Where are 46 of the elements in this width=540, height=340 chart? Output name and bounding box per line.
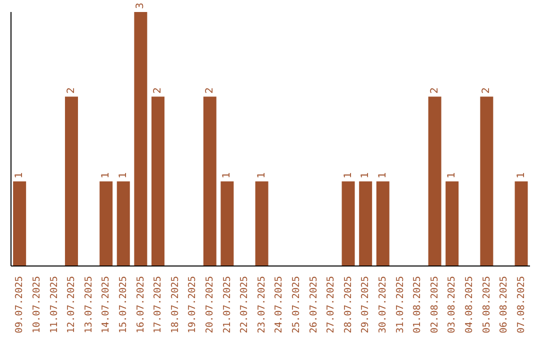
x-tick-label: 09.07.2025 [14,276,26,334]
data-label: 1 [516,172,527,178]
x-tick-label: 07.08.2025 [516,276,527,334]
data-label: 2 [204,87,216,94]
data-label: 1 [256,172,268,178]
data-label: 1 [100,172,112,178]
x-tick-label: 02.08.2025 [429,276,440,334]
x-tick-label: 16.07.2025 [135,276,146,334]
x-tick-label: 30.07.2025 [377,276,388,334]
x-tick-label: 13.07.2025 [83,276,94,334]
x-tick-label: 04.08.2025 [464,276,475,334]
data-label: 1 [446,172,458,178]
x-tick-label: 01.08.2025 [412,276,424,334]
data-label: 1 [222,172,233,178]
x-tick-label: 28.07.2025 [342,276,354,334]
data-label: 1 [377,172,388,178]
data-label: 2 [152,87,164,94]
data-label: 1 [342,172,354,178]
x-tick-label: 19.07.2025 [187,276,198,334]
x-tick-label: 22.07.2025 [239,276,250,334]
x-tick-label: 03.08.2025 [446,276,458,334]
x-tick-label: 05.08.2025 [481,276,492,334]
x-tick-label: 06.08.2025 [498,276,510,334]
x-tick-label: 17.07.2025 [152,276,164,334]
x-tick-label: 26.07.2025 [308,276,320,334]
x-tick-label: 24.07.2025 [274,276,285,334]
x-tick-label: 12.07.2025 [66,276,78,334]
x-tick-label: 27.07.2025 [326,276,337,334]
data-label: 1 [14,172,26,178]
x-tick-label: 31.07.2025 [394,276,406,334]
x-tick-label: 15.07.2025 [118,276,129,334]
x-tick-label: 29.07.2025 [360,276,372,334]
x-tick-label: 25.07.2025 [290,276,302,334]
data-label: 2 [66,87,77,94]
x-tick-label: 23.07.2025 [256,276,268,334]
data-label: 2 [429,87,440,94]
data-label: 2 [481,87,492,94]
x-tick-label: 10.07.2025 [31,276,42,334]
data-label: 3 [135,2,146,9]
x-tick-label: 14.07.2025 [100,276,112,334]
x-tick-label: 20.07.2025 [204,276,216,334]
x-tick-label: 11.07.2025 [48,276,60,334]
x-tick-label: 21.07.2025 [222,276,233,334]
data-label: 1 [118,172,129,178]
data-label: 1 [360,172,372,178]
x-tick-label: 18.07.2025 [170,276,181,334]
